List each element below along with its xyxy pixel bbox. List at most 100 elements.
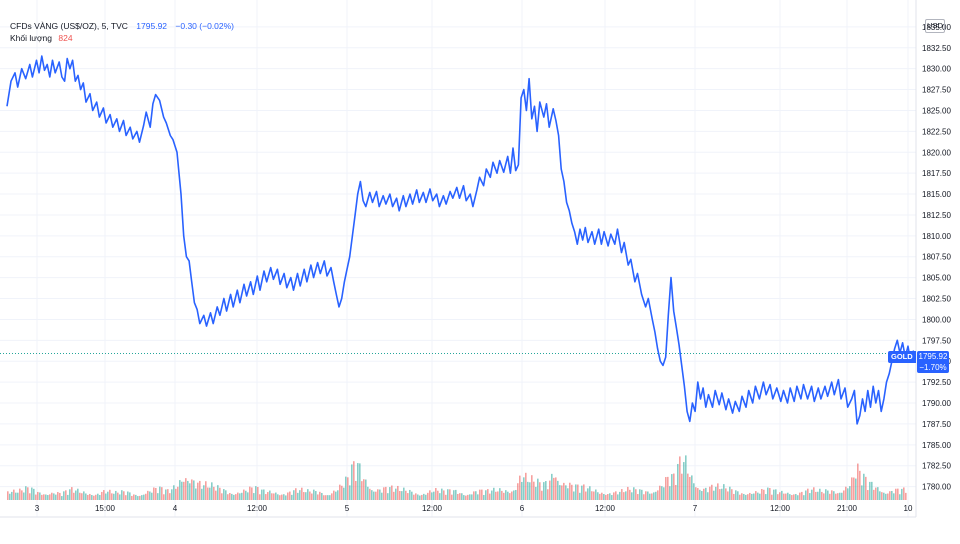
volume-bar [349,485,351,500]
volume-bar [709,486,711,500]
volume-bar [651,493,653,500]
volume-bar [385,486,387,500]
volume-bar [713,490,715,500]
volume-bar [291,494,293,500]
volume-bar [255,486,257,500]
volume-bar [837,493,839,500]
volume-bar [405,490,407,500]
volume-bar [303,492,305,500]
volume-bar [7,491,9,500]
volume-bar [175,488,177,500]
volume-bar [603,494,605,500]
volume-bar [733,493,735,500]
volume-bar [727,491,729,500]
volume-bar [767,487,769,500]
volume-bar [667,476,669,500]
volume-bar [91,495,93,500]
volume-label: Khối lượng [10,33,52,43]
volume-bar [895,488,897,500]
volume-bar [449,489,451,500]
volume-bar [793,494,795,500]
volume-bar [719,489,721,500]
volume-bar [647,491,649,500]
x-tick-label: 12:00 [247,504,268,513]
volume-bar [321,492,323,500]
volume-bar [135,494,137,500]
volume-bar [845,486,847,500]
volume-bar [721,488,723,500]
x-tick-label: 12:00 [770,504,791,513]
volume-bar [211,482,213,500]
volume-bar [85,493,87,500]
y-tick-label: 1825.00 [922,106,951,115]
volume-bar [265,494,267,500]
volume-bar [559,485,561,500]
volume-bar [773,489,775,500]
volume-bar [97,493,99,500]
volume-bar [653,492,655,500]
y-tick-label: 1822.50 [922,127,951,136]
volume-bar [87,494,89,500]
volume-bar [853,477,855,500]
volume-bar [687,473,689,500]
volume-bar [409,489,411,500]
volume-bar [743,493,745,500]
volume-bar [53,493,55,500]
volume-bar [351,464,353,500]
volume-bar [891,490,893,500]
volume-bar [189,483,191,500]
volume-bar [659,485,661,500]
volume-bar [335,491,337,500]
volume-bar [143,494,145,500]
volume-bar [825,489,827,500]
volume-bar [887,493,889,500]
volume-bar [661,486,663,500]
volume-bar [881,492,883,500]
chart-legend: CFDs VÀNG (US$/OZ), 5, TVC 1795.92 −0.30… [10,20,234,44]
x-tick-label: 12:00 [422,504,443,513]
volume-bar [181,481,183,500]
volume-bar [801,491,803,500]
volume-bar [865,476,867,500]
volume-bar [215,490,217,500]
volume-bar [239,493,241,500]
volume-bar [703,488,705,500]
volume-bar [619,491,621,500]
volume-bar [731,489,733,500]
last-price: 1795.92 [136,21,168,31]
y-tick-label: 1820.00 [922,148,951,157]
volume-bar [593,491,595,500]
symbol-title[interactable]: CFDs VÀNG (US$/OZ), 5, TVC [10,21,128,31]
volume-bar [411,491,413,500]
volume-bar [209,487,211,500]
volume-bar [645,491,647,500]
volume-bar [535,486,537,500]
volume-bar [279,495,281,500]
currency-button[interactable]: USD [925,19,945,33]
volume-bar [509,493,511,500]
grid-lines [0,0,916,517]
volume-bar [187,480,189,500]
volume-bar [353,461,355,500]
volume-bar [553,477,555,500]
volume-bar [691,475,693,500]
volume-bar [323,495,325,500]
volume-bar [467,494,469,500]
volume-bar [715,486,717,500]
volume-bar [375,491,377,500]
volume-bar [273,493,275,500]
volume-bar [419,495,421,500]
volume-bar [401,491,403,500]
volume-bar [475,491,477,500]
volume-bar [613,492,615,500]
volume-bar [319,491,321,500]
volume-bar [637,494,639,500]
volume-bar [745,494,747,500]
volume-bar [541,490,543,500]
x-tick-label: 12:00 [595,504,616,513]
y-tick-label: 1832.50 [922,44,951,53]
volume-bar [167,489,169,500]
y-tick-label: 1792.50 [922,378,951,387]
